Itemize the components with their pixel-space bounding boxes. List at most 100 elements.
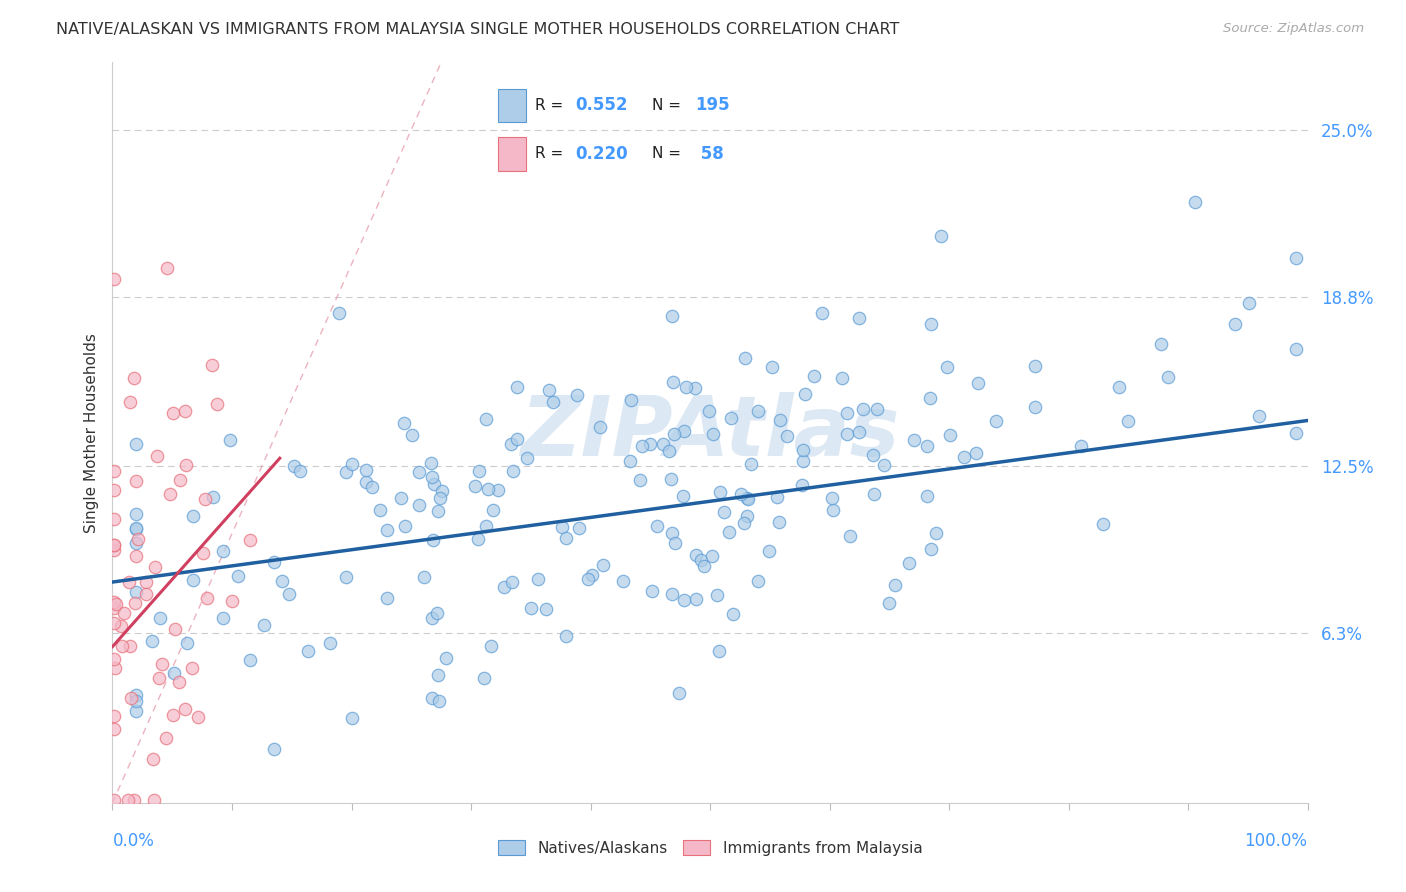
Point: [734, 351, 756, 365]
Point: [917, 489, 939, 503]
Point: [685, 591, 707, 606]
Point: [221, 594, 243, 608]
Point: [776, 429, 799, 443]
Point: [162, 406, 184, 420]
Point: [915, 439, 938, 453]
Text: Source: ZipAtlas.com: Source: ZipAtlas.com: [1223, 22, 1364, 36]
Point: [195, 591, 218, 605]
Point: [737, 491, 759, 506]
Point: [401, 428, 423, 442]
Point: [430, 483, 453, 498]
Point: [630, 439, 652, 453]
Point: [479, 640, 502, 654]
Point: [103, 464, 125, 478]
Point: [668, 685, 690, 699]
Point: [792, 442, 814, 457]
Point: [662, 375, 685, 389]
Point: [873, 458, 896, 473]
Text: 0.0%: 0.0%: [112, 832, 155, 850]
Point: [903, 433, 925, 447]
Point: [472, 671, 495, 685]
Point: [592, 558, 614, 572]
Point: [174, 403, 197, 417]
Point: [270, 574, 292, 588]
Point: [790, 478, 813, 492]
Point: [125, 521, 148, 535]
Point: [568, 521, 591, 535]
Point: [1237, 295, 1260, 310]
Point: [169, 675, 191, 690]
Point: [420, 611, 443, 625]
Point: [103, 543, 125, 558]
Point: [769, 413, 792, 427]
Point: [661, 526, 683, 541]
Point: [125, 436, 148, 450]
Point: [468, 464, 491, 478]
Point: [761, 359, 783, 374]
Point: [159, 487, 181, 501]
Point: [340, 711, 363, 725]
Point: [429, 693, 451, 707]
Point: [122, 793, 145, 807]
Point: [103, 661, 125, 675]
Point: [103, 483, 125, 498]
Point: [212, 544, 235, 558]
Point: [176, 636, 198, 650]
Point: [581, 567, 603, 582]
Point: [690, 552, 713, 566]
Point: [565, 388, 588, 402]
Point: [735, 509, 758, 524]
Point: [659, 472, 682, 486]
Point: [467, 532, 489, 546]
Point: [647, 519, 669, 533]
Point: [120, 691, 142, 706]
Point: [706, 588, 728, 602]
Point: [112, 606, 135, 620]
Text: NATIVE/ALASKAN VS IMMIGRANTS FROM MALAYSIA SINGLE MOTHER HOUSEHOLDS CORRELATION : NATIVE/ALASKAN VS IMMIGRANTS FROM MALAYS…: [56, 22, 900, 37]
Point: [747, 574, 769, 588]
Point: [110, 619, 132, 633]
Point: [135, 574, 157, 589]
Point: [506, 432, 529, 446]
Point: [619, 393, 641, 408]
Point: [721, 607, 744, 621]
Point: [673, 593, 696, 607]
Point: [1070, 439, 1092, 453]
Point: [434, 650, 457, 665]
Point: [482, 502, 505, 516]
Point: [201, 358, 224, 372]
Point: [747, 404, 769, 418]
Point: [672, 489, 695, 503]
Point: [125, 694, 148, 708]
Point: [408, 498, 430, 512]
Point: [103, 722, 125, 736]
Point: [693, 559, 716, 574]
Point: [848, 311, 870, 326]
Point: [831, 370, 853, 384]
Point: [423, 476, 446, 491]
Point: [936, 359, 959, 374]
Point: [155, 731, 177, 745]
Point: [534, 601, 557, 615]
Point: [502, 464, 524, 478]
Text: ZIPAtlas: ZIPAtlas: [520, 392, 900, 473]
Point: [103, 709, 125, 723]
Point: [125, 549, 148, 564]
Point: [675, 379, 697, 393]
Point: [740, 457, 762, 471]
Point: [118, 575, 141, 590]
Point: [163, 666, 186, 681]
Point: [118, 639, 141, 653]
Text: 100.0%: 100.0%: [1244, 832, 1308, 850]
Point: [103, 595, 125, 609]
Point: [501, 437, 523, 451]
Point: [506, 380, 529, 394]
Point: [328, 306, 350, 320]
Point: [413, 570, 436, 584]
Point: [628, 473, 651, 487]
Point: [110, 639, 132, 653]
Point: [156, 260, 179, 275]
Point: [464, 479, 486, 493]
Point: [429, 491, 451, 506]
Point: [125, 475, 148, 489]
